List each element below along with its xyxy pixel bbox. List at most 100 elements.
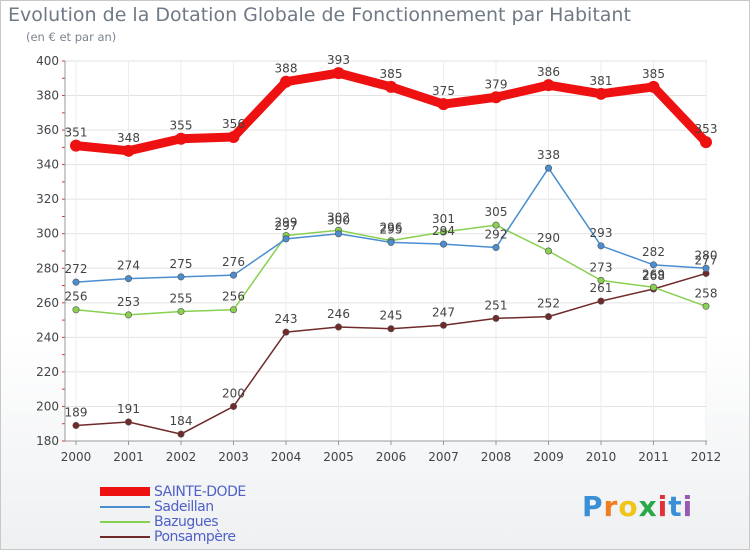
legend-label: SAINTE-DODE	[154, 483, 246, 500]
data-point	[649, 283, 657, 291]
data-label: 252	[537, 297, 560, 311]
data-label: 292	[485, 228, 508, 242]
y-tick-label: 340	[36, 158, 59, 172]
data-point	[125, 311, 133, 319]
y-tick-label: 300	[36, 227, 59, 241]
y-tick-label: 180	[36, 434, 59, 448]
data-point	[387, 238, 395, 246]
data-label: 385	[380, 67, 403, 81]
legend-swatch	[100, 505, 150, 508]
data-label: 293	[590, 226, 613, 240]
proxiti-logo: Proxiti	[582, 490, 694, 523]
y-tick-label: 240	[36, 330, 59, 344]
data-label: 255	[170, 291, 193, 305]
data-label: 351	[65, 126, 88, 140]
data-point	[332, 67, 345, 80]
legend-item: Bazugues	[100, 514, 246, 530]
data-point	[230, 402, 238, 410]
x-tick-label: 2000	[61, 450, 92, 464]
data-label: 269	[642, 267, 665, 281]
data-label: 272	[65, 262, 88, 276]
data-point	[125, 418, 133, 426]
data-label: 296	[380, 221, 403, 235]
x-tick-label: 2007	[428, 450, 459, 464]
data-point	[177, 273, 185, 281]
data-point	[542, 79, 555, 92]
data-label: 200	[222, 386, 245, 400]
data-label: 385	[642, 67, 665, 81]
data-label: 348	[117, 131, 140, 145]
data-point	[649, 261, 657, 269]
data-point	[282, 235, 290, 243]
legend-swatch	[100, 487, 150, 496]
data-label: 247	[432, 305, 455, 319]
data-point	[700, 136, 712, 149]
data-point	[595, 87, 607, 100]
data-label: 245	[380, 309, 403, 323]
data-label: 388	[275, 62, 298, 76]
data-point	[492, 221, 500, 229]
data-point	[230, 271, 238, 279]
data-point	[387, 325, 395, 333]
data-label: 386	[537, 65, 560, 79]
data-point	[125, 275, 133, 283]
data-point	[702, 264, 710, 272]
data-label: 258	[695, 286, 718, 300]
data-point	[175, 132, 187, 145]
data-label: 253	[117, 295, 140, 309]
data-label: 294	[432, 224, 455, 238]
x-tick-label: 2005	[323, 450, 354, 464]
data-point	[280, 75, 292, 88]
x-tick-label: 2010	[586, 450, 617, 464]
x-tick-label: 2011	[638, 450, 669, 464]
x-tick-label: 2003	[218, 450, 249, 464]
data-point	[597, 297, 605, 305]
data-label: 295	[380, 222, 403, 236]
x-tick-label: 2002	[166, 450, 197, 464]
data-label: 280	[695, 248, 718, 262]
data-label: 277	[695, 253, 718, 267]
y-tick-label: 220	[36, 365, 59, 379]
data-point	[122, 144, 135, 157]
data-label: 261	[590, 281, 613, 295]
data-label: 273	[590, 260, 613, 274]
legend-label: Ponsampère	[154, 528, 236, 545]
data-label: 305	[485, 205, 508, 219]
x-tick-label: 2006	[376, 450, 407, 464]
data-label: 338	[537, 148, 560, 162]
x-tick-label: 2001	[113, 450, 144, 464]
data-label: 302	[327, 210, 350, 224]
data-label: 256	[65, 290, 88, 304]
data-label: 275	[170, 257, 193, 271]
data-point	[597, 242, 605, 250]
data-point	[334, 230, 342, 238]
data-label: 268	[642, 269, 665, 283]
data-point	[647, 80, 660, 93]
data-label: 243	[275, 312, 298, 326]
x-tick-label: 2009	[533, 450, 564, 464]
data-point	[544, 164, 552, 172]
data-point	[702, 302, 710, 310]
x-tick-label: 2004	[271, 450, 302, 464]
chart-legend: SAINTE-DODE Sadeillan Bazugues Ponsampère	[100, 483, 246, 545]
data-label: 246	[327, 307, 350, 321]
data-label: 379	[485, 77, 508, 91]
data-label: 393	[327, 53, 350, 67]
data-label: 381	[590, 74, 613, 88]
data-point	[72, 306, 80, 314]
data-label: 256	[222, 290, 245, 304]
legend-label: Sadeillan	[154, 498, 214, 515]
data-point	[544, 247, 552, 255]
data-label: 375	[432, 84, 455, 98]
x-tick-label: 2008	[481, 450, 512, 464]
chart-title: Evolution de la Dotation Globale de Fonc…	[8, 4, 631, 26]
y-tick-label: 200	[36, 399, 59, 413]
data-label: 274	[117, 259, 140, 273]
legend-swatch	[100, 535, 150, 538]
y-tick-label: 360	[36, 123, 59, 137]
data-label: 251	[485, 298, 508, 312]
data-point	[437, 98, 450, 111]
data-point	[177, 430, 185, 438]
data-point	[385, 80, 397, 93]
